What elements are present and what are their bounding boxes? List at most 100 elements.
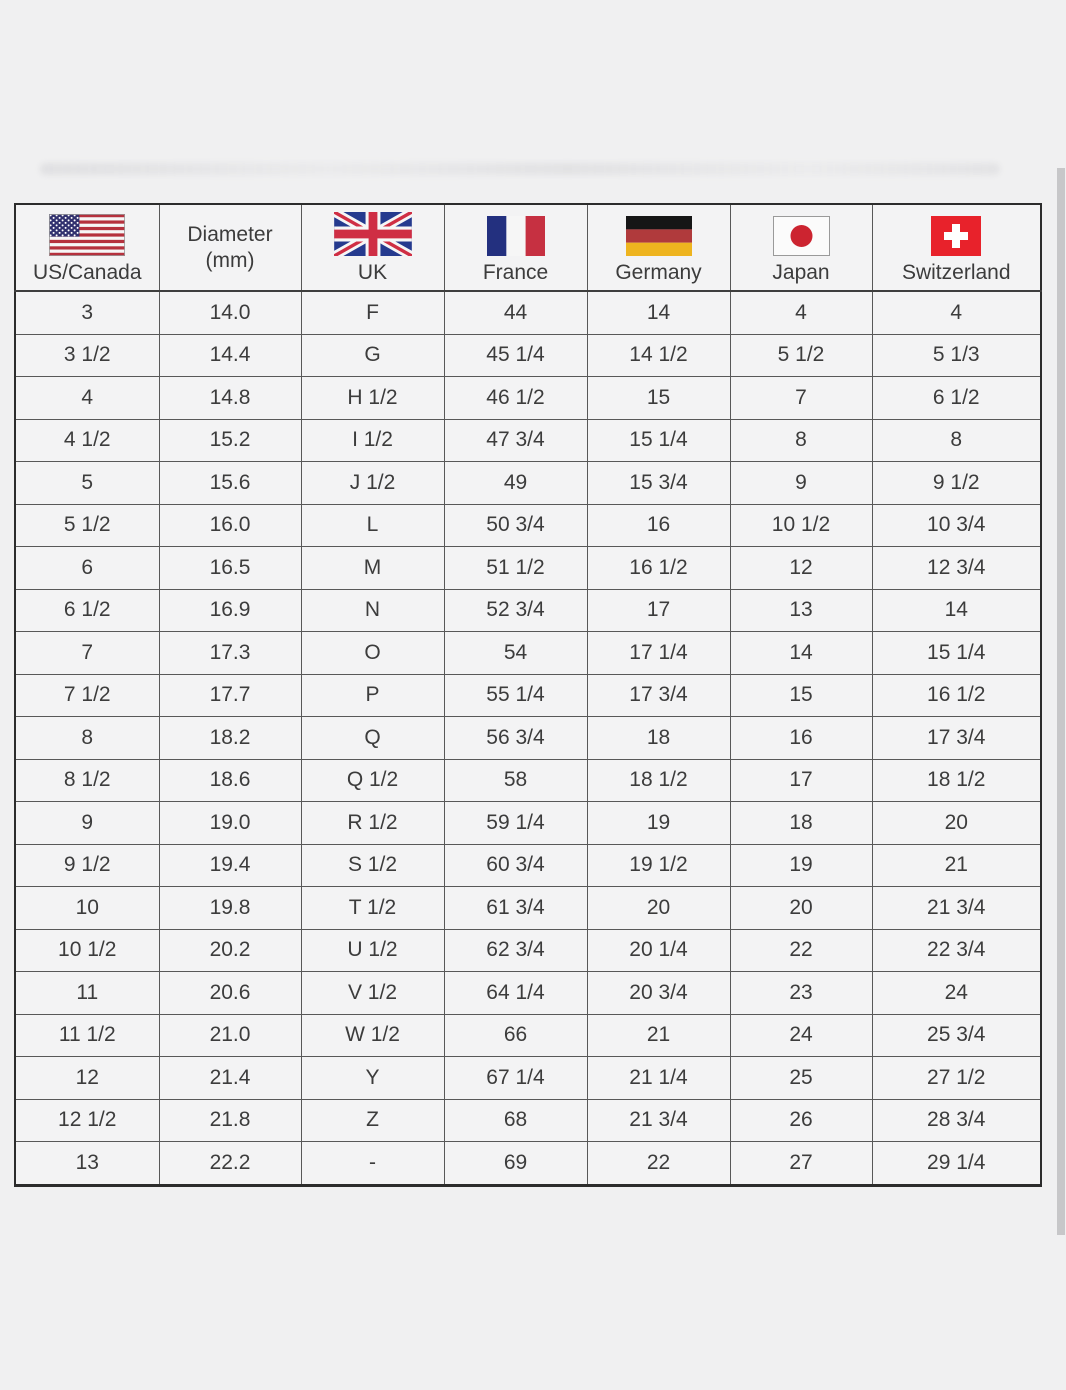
table-cell: 54 — [443, 631, 588, 675]
table-cell: P — [300, 673, 445, 717]
table-cell: Z — [300, 1098, 445, 1142]
table-cell: 69 — [443, 1141, 588, 1186]
table-cell: 12 1/2 — [14, 1098, 160, 1142]
table-cell: 21 3/4 — [586, 1098, 731, 1142]
table-cell: 20.6 — [158, 971, 302, 1015]
table-cell: 16 — [586, 503, 731, 547]
table-cell: 17.7 — [158, 673, 302, 717]
table-cell: 16.9 — [158, 588, 302, 632]
table-cell: 7 — [14, 631, 160, 675]
column-header-label: Diameter — [187, 222, 273, 246]
table-cell: 13 — [729, 588, 873, 632]
table-cell: 5 1/3 — [871, 333, 1042, 377]
table-cell: 17 — [586, 588, 731, 632]
france-flag-icon — [486, 215, 545, 256]
table-cell: 16 — [729, 716, 873, 760]
table-row: 12 1/2 21.8 Z 68 21 3/4 26 28 3/4 — [14, 1098, 1042, 1142]
table-cell: 21.0 — [158, 1013, 302, 1057]
table-row: 12 21.4 Y 67 1/4 21 1/4 25 27 1/2 — [14, 1056, 1042, 1100]
table-row: 6 1/2 16.9 N 52 3/4 17 13 14 — [14, 588, 1042, 632]
table-cell: 15 1/4 — [871, 631, 1042, 675]
column-header-label: Germany — [615, 260, 702, 284]
table-cell: 18 1/2 — [871, 758, 1042, 802]
table-row: 13 22.2-69 22 27 29 1/4 — [14, 1141, 1042, 1186]
table-row: 7 1/2 17.7 P 55 1/4 17 3/4 15 16 1/2 — [14, 673, 1042, 717]
table-cell: O — [300, 631, 445, 675]
table-cell: 9 1/2 — [871, 461, 1042, 505]
table-cell: 14 — [729, 631, 873, 675]
table-cell: 45 1/4 — [443, 333, 588, 377]
table-row: 10 1/2 20.2 U 1/2 62 3/4 20 1/4 22 22 3/4 — [14, 928, 1042, 972]
table-cell: 47 3/4 — [443, 418, 588, 462]
table-cell: 61 3/4 — [443, 886, 588, 930]
table-cell: H 1/2 — [300, 376, 445, 420]
table-cell: 16.5 — [158, 546, 302, 590]
table-row: 11 20.6 V 1/2 64 1/4 20 3/4 23 24 — [14, 971, 1042, 1015]
table-cell: 19 — [586, 801, 731, 845]
table-cell: 14.4 — [158, 333, 302, 377]
table-cell: 20 — [729, 886, 873, 930]
table-cell: 4 — [871, 290, 1042, 335]
table-cell: U 1/2 — [300, 928, 445, 972]
table-cell: 19 1/2 — [586, 843, 731, 887]
table-cell: 50 3/4 — [443, 503, 588, 547]
table-cell: 17 1/4 — [586, 631, 731, 675]
table-cell: 12 — [729, 546, 873, 590]
table-row: 5 15.6 J 1/2 49 15 3/4 9 9 1/2 — [14, 461, 1042, 505]
table-cell: 23 — [729, 971, 873, 1015]
column-header-germany: Germany — [586, 203, 731, 292]
table-row: 4 1/2 15.2 I 1/2 47 3/4 15 1/4 8 8 — [14, 418, 1042, 462]
table-cell: 16 1/2 — [871, 673, 1042, 717]
table-cell: 9 — [729, 461, 873, 505]
table-cell: 14 1/2 — [586, 333, 731, 377]
column-header-label: Japan — [772, 260, 830, 284]
table-cell: 28 3/4 — [871, 1098, 1042, 1142]
table-cell: 22 — [729, 928, 873, 972]
table-cell: 14.8 — [158, 376, 302, 420]
table-cell: 18.2 — [158, 716, 302, 760]
table-cell: 44 — [443, 290, 588, 335]
table-cell: 5 1/2 — [729, 333, 873, 377]
table-cell: F — [300, 290, 445, 335]
table-cell: 18.6 — [158, 758, 302, 802]
table-cell: S 1/2 — [300, 843, 445, 887]
column-header-switzerland: Switzerland — [871, 203, 1042, 292]
table-cell: 6 1/2 — [14, 588, 160, 632]
table-cell: 21.4 — [158, 1056, 302, 1100]
table-cell: 58 — [443, 758, 588, 802]
table-cell: T 1/2 — [300, 886, 445, 930]
table-cell: 10 3/4 — [871, 503, 1042, 547]
us-canada-flag-icon — [49, 213, 126, 256]
table-cell: 24 — [871, 971, 1042, 1015]
table-cell: 11 1/2 — [14, 1013, 160, 1057]
table-row: 10 19.8 T 1/2 61 3/4 20 20 21 3/4 — [14, 886, 1042, 930]
scrollbar[interactable] — [1057, 168, 1065, 1235]
japan-flag-icon — [772, 215, 830, 256]
table-cell: 10 1/2 — [14, 928, 160, 972]
table-cell: I 1/2 — [300, 418, 445, 462]
table-cell: 19.4 — [158, 843, 302, 887]
table-cell: 15 1/4 — [586, 418, 731, 462]
table-cell: 18 1/2 — [586, 758, 731, 802]
table-cell: 6 — [14, 546, 160, 590]
column-header-france: France — [443, 203, 588, 292]
column-header-label: (mm) — [205, 249, 255, 272]
table-cell: 68 — [443, 1098, 588, 1142]
table-row: 3 14.0 F 44 14 4 4 — [14, 290, 1042, 335]
table-cell: 8 — [871, 418, 1042, 462]
table-row: 9 1/2 19.4 S 1/2 60 3/4 19 1/2 19 21 — [14, 843, 1042, 887]
table-cell: 16 1/2 — [586, 546, 731, 590]
table-cell: R 1/2 — [300, 801, 445, 845]
table-cell: 14 — [871, 588, 1042, 632]
table-cell: 15.6 — [158, 461, 302, 505]
table-cell: 17 — [729, 758, 873, 802]
table-cell: 19.0 — [158, 801, 302, 845]
table-cell: 12 3/4 — [871, 546, 1042, 590]
column-header-uk: UK — [300, 203, 445, 292]
table-cell: Q 1/2 — [300, 758, 445, 802]
table-cell: 6 1/2 — [871, 376, 1042, 420]
table-cell: 17 3/4 — [586, 673, 731, 717]
table-cell: 60 3/4 — [443, 843, 588, 887]
table-cell: 22 3/4 — [871, 928, 1042, 972]
